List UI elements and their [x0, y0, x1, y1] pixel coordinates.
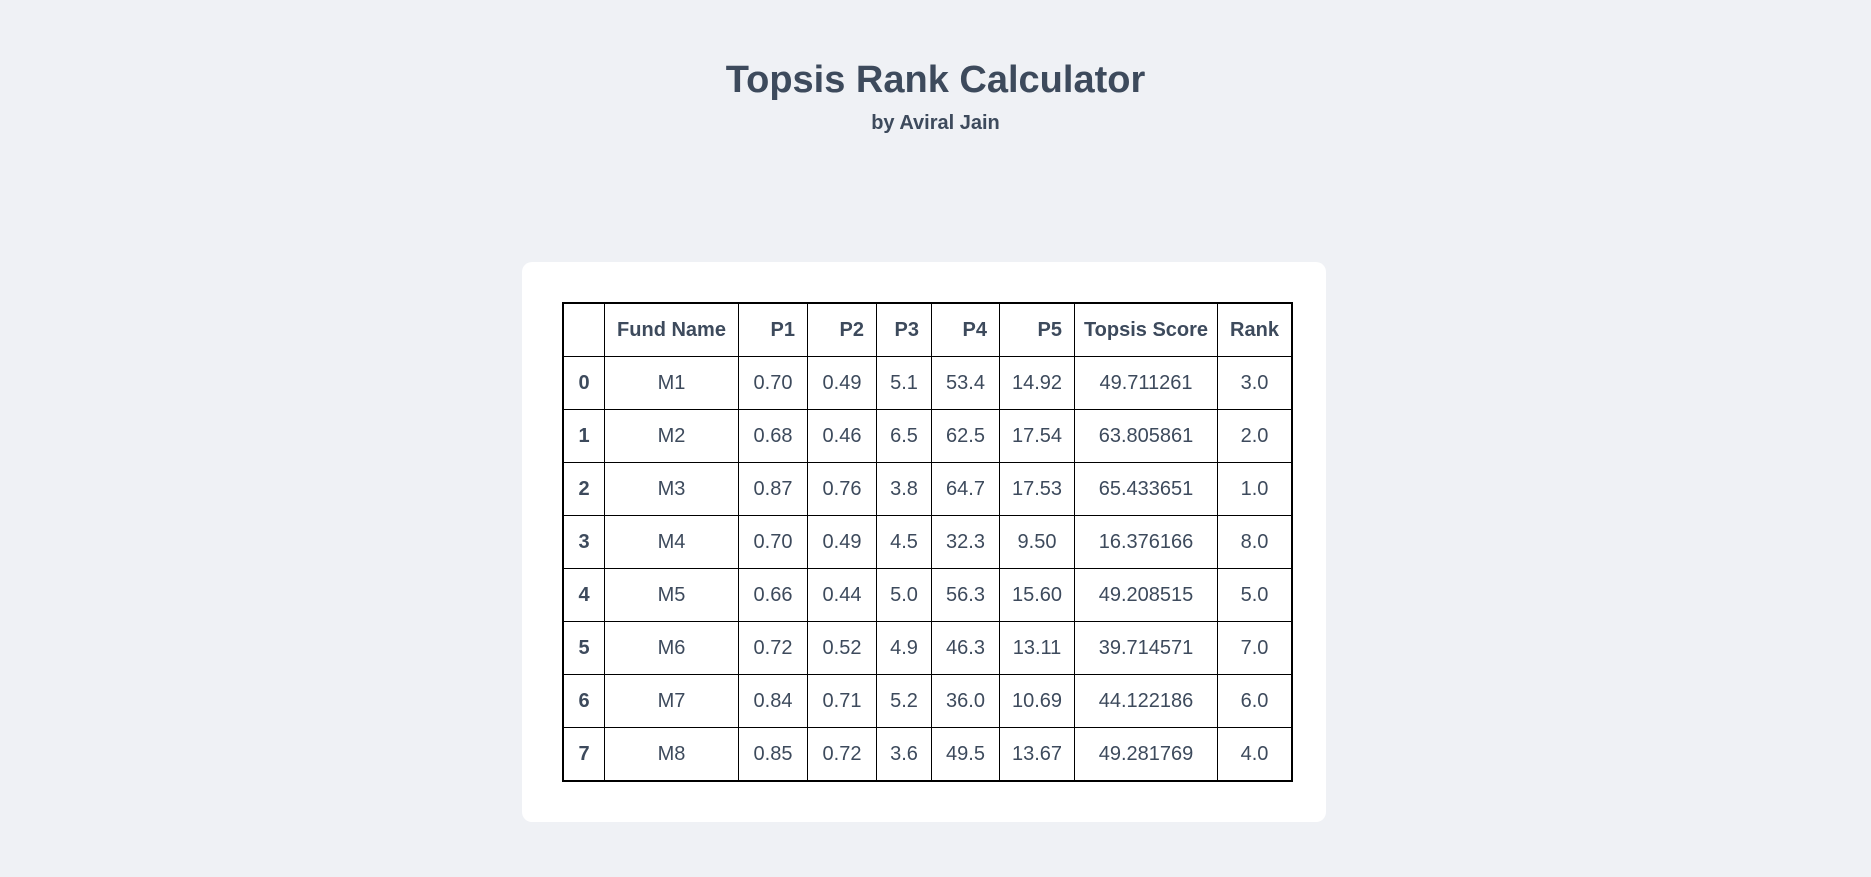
p2-cell: 0.71 — [807, 674, 877, 728]
rank-cell: 5.0 — [1217, 568, 1293, 622]
p1-cell: 0.85 — [738, 727, 808, 782]
table-row: 3 M4 0.70 0.49 4.5 32.3 9.50 16.376166 8… — [562, 515, 1293, 569]
page-header: Topsis Rank Calculator by Aviral Jain — [0, 56, 1871, 136]
fund-name-cell: M1 — [604, 356, 739, 410]
rank-cell: 6.0 — [1217, 674, 1293, 728]
fund-name-cell: M8 — [604, 727, 739, 782]
topsis-score-cell: 49.208515 — [1074, 568, 1218, 622]
column-header-index — [562, 302, 605, 357]
p5-cell: 13.11 — [999, 621, 1075, 675]
table-row: 4 M5 0.66 0.44 5.0 56.3 15.60 49.208515 … — [562, 568, 1293, 622]
results-card: Fund Name P1 P2 P3 P4 P5 Topsis Score Ra… — [522, 262, 1326, 822]
table-row: 7 M8 0.85 0.72 3.6 49.5 13.67 49.281769 … — [562, 727, 1293, 782]
column-header-p1: P1 — [738, 302, 808, 357]
p1-cell: 0.66 — [738, 568, 808, 622]
column-header-fund-name: Fund Name — [604, 302, 739, 357]
topsis-score-cell: 63.805861 — [1074, 409, 1218, 463]
table-header-row: Fund Name P1 P2 P3 P4 P5 Topsis Score Ra… — [562, 302, 1293, 357]
row-index: 5 — [562, 621, 605, 675]
p2-cell: 0.46 — [807, 409, 877, 463]
p3-cell: 4.5 — [876, 515, 932, 569]
rank-cell: 1.0 — [1217, 462, 1293, 516]
p4-cell: 62.5 — [931, 409, 1000, 463]
p4-cell: 46.3 — [931, 621, 1000, 675]
column-header-p2: P2 — [807, 302, 877, 357]
row-index: 0 — [562, 356, 605, 410]
p3-cell: 3.6 — [876, 727, 932, 782]
fund-name-cell: M4 — [604, 515, 739, 569]
p1-cell: 0.72 — [738, 621, 808, 675]
p4-cell: 36.0 — [931, 674, 1000, 728]
table-row: 1 M2 0.68 0.46 6.5 62.5 17.54 63.805861 … — [562, 409, 1293, 463]
column-header-p3: P3 — [876, 302, 932, 357]
p1-cell: 0.70 — [738, 515, 808, 569]
page-subtitle: by Aviral Jain — [871, 112, 1000, 134]
topsis-score-cell: 65.433651 — [1074, 462, 1218, 516]
p5-cell: 14.92 — [999, 356, 1075, 410]
table-row: 0 M1 0.70 0.49 5.1 53.4 14.92 49.711261 … — [562, 356, 1293, 410]
p1-cell: 0.70 — [738, 356, 808, 410]
table-row: 5 M6 0.72 0.52 4.9 46.3 13.11 39.714571 … — [562, 621, 1293, 675]
p2-cell: 0.72 — [807, 727, 877, 782]
p1-cell: 0.68 — [738, 409, 808, 463]
topsis-score-cell: 44.122186 — [1074, 674, 1218, 728]
rank-cell: 7.0 — [1217, 621, 1293, 675]
fund-name-cell: M6 — [604, 621, 739, 675]
p4-cell: 32.3 — [931, 515, 1000, 569]
row-index: 4 — [562, 568, 605, 622]
topsis-score-cell: 39.714571 — [1074, 621, 1218, 675]
rank-cell: 3.0 — [1217, 356, 1293, 410]
p4-cell: 53.4 — [931, 356, 1000, 410]
row-index: 2 — [562, 462, 605, 516]
p1-cell: 0.87 — [738, 462, 808, 516]
topsis-score-cell: 49.281769 — [1074, 727, 1218, 782]
column-header-p5: P5 — [999, 302, 1075, 357]
p4-cell: 64.7 — [931, 462, 1000, 516]
p3-cell: 5.0 — [876, 568, 932, 622]
row-index: 7 — [562, 727, 605, 782]
row-index: 1 — [562, 409, 605, 463]
p5-cell: 17.53 — [999, 462, 1075, 516]
rank-cell: 2.0 — [1217, 409, 1293, 463]
p3-cell: 6.5 — [876, 409, 932, 463]
p2-cell: 0.49 — [807, 356, 877, 410]
topsis-score-cell: 49.711261 — [1074, 356, 1218, 410]
p2-cell: 0.44 — [807, 568, 877, 622]
topsis-score-cell: 16.376166 — [1074, 515, 1218, 569]
p2-cell: 0.52 — [807, 621, 877, 675]
p3-cell: 5.1 — [876, 356, 932, 410]
p5-cell: 15.60 — [999, 568, 1075, 622]
p4-cell: 49.5 — [931, 727, 1000, 782]
row-index: 6 — [562, 674, 605, 728]
table-row: 6 M7 0.84 0.71 5.2 36.0 10.69 44.122186 … — [562, 674, 1293, 728]
p5-cell: 9.50 — [999, 515, 1075, 569]
p5-cell: 13.67 — [999, 727, 1075, 782]
rank-cell: 4.0 — [1217, 727, 1293, 782]
fund-name-cell: M3 — [604, 462, 739, 516]
p2-cell: 0.76 — [807, 462, 877, 516]
p5-cell: 10.69 — [999, 674, 1075, 728]
p3-cell: 5.2 — [876, 674, 932, 728]
row-index: 3 — [562, 515, 605, 569]
p3-cell: 4.9 — [876, 621, 932, 675]
fund-name-cell: M2 — [604, 409, 739, 463]
results-table: Fund Name P1 P2 P3 P4 P5 Topsis Score Ra… — [562, 302, 1293, 782]
table-row: 2 M3 0.87 0.76 3.8 64.7 17.53 65.433651 … — [562, 462, 1293, 516]
p5-cell: 17.54 — [999, 409, 1075, 463]
column-header-p4: P4 — [931, 302, 1000, 357]
rank-cell: 8.0 — [1217, 515, 1293, 569]
column-header-rank: Rank — [1217, 302, 1293, 357]
p1-cell: 0.84 — [738, 674, 808, 728]
p3-cell: 3.8 — [876, 462, 932, 516]
p4-cell: 56.3 — [931, 568, 1000, 622]
page-title: Topsis Rank Calculator — [725, 59, 1146, 101]
p2-cell: 0.49 — [807, 515, 877, 569]
column-header-topsis-score: Topsis Score — [1074, 302, 1218, 357]
fund-name-cell: M7 — [604, 674, 739, 728]
fund-name-cell: M5 — [604, 568, 739, 622]
